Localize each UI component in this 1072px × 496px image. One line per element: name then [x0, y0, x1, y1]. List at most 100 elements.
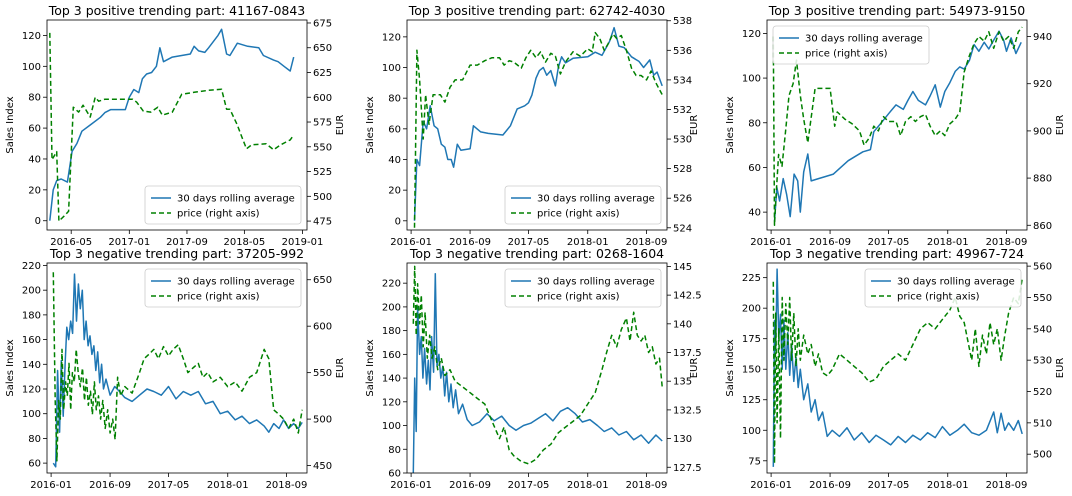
y2-axis-label: EUR: [689, 115, 700, 136]
x-tick-label: 2018-01: [927, 480, 969, 491]
y2-tick-label: 127.5: [673, 463, 702, 474]
legend-label: 30 days rolling average: [805, 34, 923, 45]
y2-tick-label: 675: [313, 18, 332, 29]
legend-label: 30 days rolling average: [177, 194, 295, 205]
legend-label: 30 days rolling average: [177, 277, 295, 288]
y2-tick-label: 145: [673, 262, 692, 273]
y2-tick-label: 530: [673, 135, 692, 146]
plot-frame: [766, 262, 1028, 474]
y-tick-label: 100: [382, 63, 401, 74]
y-axis-label: Sales Index: [5, 96, 16, 153]
y2-tick-label: 940: [1033, 32, 1052, 43]
legend: 30 days rolling average price (right axis…: [144, 185, 302, 225]
price-line: [49, 32, 295, 222]
y-tick-label: 100: [382, 421, 401, 432]
y-tick-label: 0: [395, 216, 401, 227]
x-tick-label: 2016-09: [449, 237, 491, 248]
y-axis-label: Sales Index: [725, 96, 736, 153]
y-tick-label: 200: [22, 286, 41, 297]
x-tick-label: 2016-01: [30, 480, 72, 491]
y2-tick-label: 510: [1033, 418, 1052, 429]
x-tick-label: 2018-09: [626, 480, 668, 491]
y-tick-label: 120: [382, 32, 401, 43]
y2-tick-label: 540: [1033, 324, 1052, 335]
legend-box: [144, 185, 302, 225]
y2-tick-label: 140: [673, 319, 692, 330]
x-tick-label: 2016-09: [449, 480, 491, 491]
y-tick-label: 60: [28, 459, 41, 470]
x-tick-label: 2018-09: [626, 237, 668, 248]
sales-line: [49, 28, 295, 221]
y-tick-label: 80: [28, 93, 41, 104]
y-tick-label: 80: [388, 445, 401, 456]
plot-frame: [46, 262, 308, 474]
y-tick-label: 200: [382, 302, 401, 313]
y-axis-label: Sales Index: [725, 339, 736, 396]
y2-tick-label: 900: [1033, 126, 1052, 137]
legend-box: [864, 268, 1022, 308]
y-tick-label: 175: [742, 334, 761, 345]
y-tick-label: 100: [742, 74, 761, 85]
x-tick-label: 2017-05: [508, 480, 550, 491]
y-tick-label: 120: [22, 31, 41, 42]
chart-title: Top 3 negative trending part: 37205-992: [49, 246, 304, 261]
x-tick-label: 2018-01: [927, 237, 969, 248]
y2-tick-label: 536: [673, 46, 692, 57]
legend-label: 30 days rolling average: [897, 277, 1015, 288]
y2-tick-label: 534: [673, 75, 692, 86]
y-tick-label: 60: [28, 124, 41, 135]
y2-tick-label: 575: [313, 118, 332, 129]
y2-tick-label: 135: [673, 377, 692, 388]
x-tick-label: 2017-05: [508, 237, 550, 248]
y-tick-label: 220: [382, 279, 401, 290]
x-tick-label: 2018-09: [986, 237, 1028, 248]
y-tick-label: 80: [388, 94, 401, 105]
sales-line: [773, 30, 1022, 222]
legend-box: [504, 268, 662, 308]
y2-tick-label: 526: [673, 194, 692, 205]
plot-frame: [46, 19, 308, 231]
y2-tick-label: 550: [313, 368, 332, 379]
legend-label: price (right axis): [897, 292, 980, 303]
legend-label: 30 days rolling average: [537, 194, 655, 205]
y2-tick-label: 475: [313, 217, 332, 228]
y2-tick-label: 600: [313, 93, 332, 104]
y2-tick-label: 650: [313, 43, 332, 54]
y2-tick-label: 860: [1033, 221, 1052, 232]
y-tick-label: 100: [742, 426, 761, 437]
y-tick-label: 80: [28, 434, 41, 445]
y-tick-label: 120: [382, 397, 401, 408]
y-tick-label: 40: [28, 154, 41, 165]
y2-tick-label: 625: [313, 68, 332, 79]
x-tick-label: 2018-05: [223, 237, 265, 248]
chart-panel-6: Top 3 negative trending part: 49967-724 2…: [725, 246, 1066, 491]
y2-tick-label: 920: [1033, 79, 1052, 90]
y2-tick-label: 550: [1033, 293, 1052, 304]
y2-tick-label: 530: [1033, 356, 1052, 367]
y2-axis-label: EUR: [1055, 115, 1066, 136]
plot-frame: [406, 262, 668, 474]
y2-tick-label: 560: [1033, 262, 1052, 273]
x-tick-label: 2018-01: [567, 480, 609, 491]
legend-box: [504, 185, 662, 225]
y2-tick-label: 538: [673, 16, 692, 27]
x-tick-label: 2017-05: [868, 480, 910, 491]
y2-tick-label: 500: [313, 415, 332, 426]
legend: 30 days rolling average price (right axis…: [504, 185, 662, 225]
price-line: [413, 31, 663, 228]
y2-tick-label: 132.5: [673, 405, 702, 416]
y2-axis-label: EUR: [1055, 358, 1066, 379]
y2-axis-label: EUR: [335, 115, 346, 136]
y-tick-label: 40: [388, 155, 401, 166]
x-tick-label: 2016-01: [750, 480, 792, 491]
chart-title: Top 3 negative trending part: 0268-1604: [409, 246, 664, 261]
y2-tick-label: 550: [313, 142, 332, 153]
price-line: [772, 278, 1023, 465]
price-line: [772, 26, 1023, 227]
x-tick-label: 2016-09: [89, 480, 131, 491]
price-line: [52, 272, 303, 462]
x-tick-label: 2018-09: [986, 480, 1028, 491]
y-tick-label: 140: [22, 360, 41, 371]
y2-tick-label: 524: [673, 223, 692, 234]
